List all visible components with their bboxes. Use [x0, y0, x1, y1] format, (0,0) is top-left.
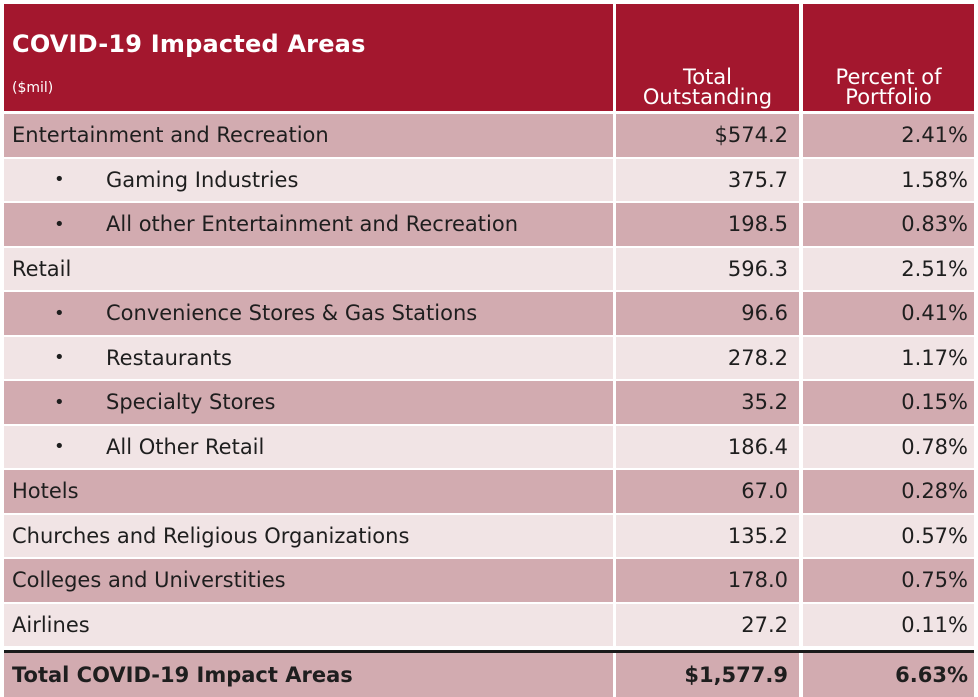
table-row: Retail 596.3 2.51% [4, 247, 974, 290]
header-col2-line2: Outstanding [642, 85, 773, 109]
row-outstanding: 198.5 [616, 203, 799, 246]
row-label-cell: • Restaurants [4, 336, 613, 379]
row-label-cell: Retail [4, 247, 613, 290]
total-outstanding: $1,577.9 [616, 653, 799, 697]
row-outstanding: 35.2 [616, 381, 799, 424]
table-row: • Specialty Stores 35.2 0.15% [4, 381, 974, 424]
table-row: Hotels 67.0 0.28% [4, 470, 974, 513]
header-title-cell: COVID-19 Impacted Areas ($mil) [4, 4, 613, 111]
row-outstanding: 186.4 [616, 425, 799, 468]
table-row: Entertainment and Recreation $574.2 2.41% [4, 114, 974, 157]
total-label: Total COVID-19 Impact Areas [4, 653, 613, 697]
row-label-cell: • Specialty Stores [4, 381, 613, 424]
table-header: COVID-19 Impacted Areas ($mil) Total Out… [4, 4, 974, 111]
row-label: All Other Retail [106, 434, 265, 459]
row-percent: 0.83% [803, 203, 974, 246]
row-outstanding: 278.2 [616, 336, 799, 379]
row-label-cell: • Convenience Stores & Gas Stations [4, 292, 613, 335]
table-row: • All Other Retail 186.4 0.78% [4, 425, 974, 468]
total-percent: 6.63% [803, 653, 974, 697]
table-row: Airlines 27.2 0.11% [4, 603, 974, 646]
bullet-icon: • [54, 347, 65, 369]
row-percent: 1.17% [803, 336, 974, 379]
header-percent-portfolio: Percent of Portfolio [803, 4, 974, 111]
table-row: • Convenience Stores & Gas Stations 96.6 0.… [4, 292, 974, 335]
bullet-icon: • [54, 302, 65, 324]
table-row: • Gaming Industries 375.7 1.58% [4, 158, 974, 201]
table-row: • Restaurants 278.2 1.17% [4, 336, 974, 379]
header-col3-line1: Percent of [835, 65, 942, 89]
bullet-icon: • [54, 213, 65, 235]
row-label: Churches and Religious Organizations [12, 523, 410, 548]
row-percent: 2.41% [803, 114, 974, 157]
table-row: Churches and Religious Organizations 135.… [4, 514, 974, 557]
table-row: • All other Entertainment and Recreation 1… [4, 203, 974, 246]
row-label: Specialty Stores [106, 390, 276, 415]
covid-impacted-areas-table: COVID-19 Impacted Areas ($mil) Total Out… [4, 4, 974, 697]
row-label: Hotels [12, 479, 79, 504]
row-percent: 0.15% [803, 381, 974, 424]
row-label-cell: Entertainment and Recreation [4, 114, 613, 157]
row-label-cell: Churches and Religious Organizations [4, 514, 613, 557]
row-percent: 0.78% [803, 425, 974, 468]
table-row: Colleges and Universtities 178.0 0.75% [4, 559, 974, 602]
row-outstanding: $574.2 [616, 114, 799, 157]
row-label-cell: Airlines [4, 603, 613, 646]
row-outstanding: 135.2 [616, 514, 799, 557]
total-row: Total COVID-19 Impact Areas $1,577.9 6.6… [4, 650, 974, 697]
header-col3-line2: Portfolio [845, 85, 932, 109]
row-outstanding: 96.6 [616, 292, 799, 335]
row-label-cell: • All other Entertainment and Recreation [4, 203, 613, 246]
row-label: Retail [12, 256, 72, 281]
row-label: All other Entertainment and Recreation [106, 212, 519, 237]
row-percent: 0.75% [803, 559, 974, 602]
row-label-cell: • Gaming Industries [4, 158, 613, 201]
row-percent: 2.51% [803, 247, 974, 290]
header-total-outstanding: Total Outstanding [616, 4, 799, 111]
row-percent: 0.28% [803, 470, 974, 513]
row-label: Gaming Industries [106, 167, 299, 192]
row-label: Restaurants [106, 345, 232, 370]
unit-label: ($mil) [12, 80, 54, 96]
row-label: Colleges and Universtities [12, 568, 286, 593]
row-outstanding: 67.0 [616, 470, 799, 513]
row-label: Convenience Stores & Gas Stations [106, 301, 478, 326]
row-percent: 0.41% [803, 292, 974, 335]
row-percent: 0.57% [803, 514, 974, 557]
row-outstanding: 596.3 [616, 247, 799, 290]
row-outstanding: 178.0 [616, 559, 799, 602]
row-percent: 0.11% [803, 603, 974, 646]
row-outstanding: 27.2 [616, 603, 799, 646]
row-label-cell: • All Other Retail [4, 425, 613, 468]
row-label-cell: Colleges and Universtities [4, 559, 613, 602]
row-percent: 1.58% [803, 158, 974, 201]
header-col2-line1: Total [682, 65, 733, 89]
bullet-icon: • [54, 391, 65, 413]
row-label: Airlines [12, 612, 90, 637]
row-label-cell: Hotels [4, 470, 613, 513]
row-outstanding: 375.7 [616, 158, 799, 201]
table-title: COVID-19 Impacted Areas [12, 30, 366, 58]
bullet-icon: • [54, 436, 65, 458]
row-label: Entertainment and Recreation [12, 123, 329, 148]
bullet-icon: • [54, 169, 65, 191]
table-body: Entertainment and Recreation $574.2 2.41% •… [4, 114, 974, 646]
